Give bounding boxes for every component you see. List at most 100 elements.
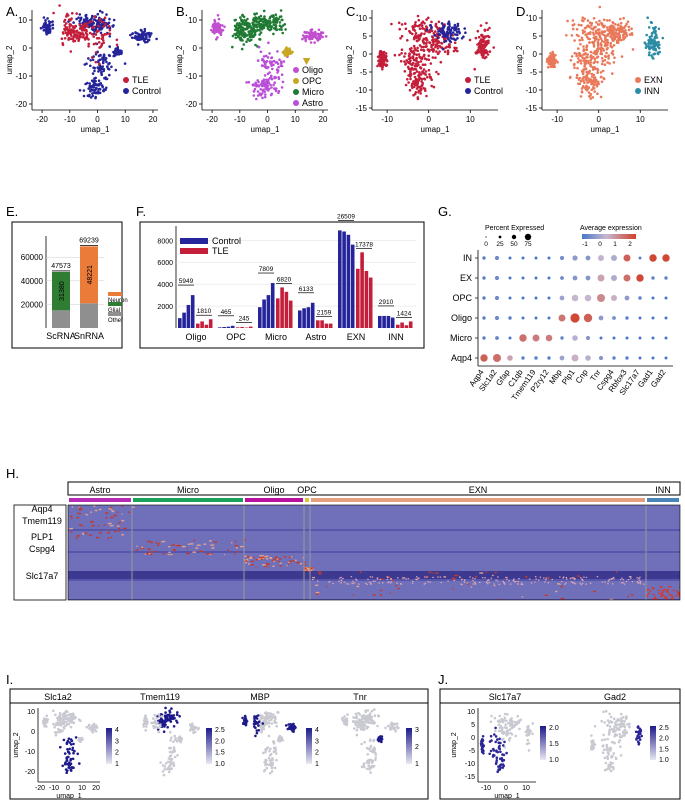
cell-point	[85, 29, 88, 33]
heatmap-cell-mid	[453, 579, 456, 582]
y-tick-label: 4000	[157, 282, 173, 289]
expression-dot	[584, 294, 592, 302]
heatmap-cell-high	[671, 596, 674, 598]
legend-marker	[293, 67, 299, 73]
cell-point	[414, 68, 418, 71]
cell-point	[498, 747, 501, 751]
cell-point	[650, 54, 653, 57]
legend-label: INN	[644, 86, 660, 96]
cell-point	[157, 713, 161, 716]
cell-point	[551, 50, 554, 54]
cell-point	[645, 45, 648, 48]
heatmap-cell-high	[248, 563, 251, 565]
cell-point	[397, 726, 400, 730]
cell-point	[63, 721, 66, 724]
expression-dot	[664, 276, 668, 280]
cell-point	[272, 27, 276, 30]
cell-point	[270, 25, 274, 29]
cell-point	[65, 771, 68, 774]
cell-point	[285, 46, 288, 49]
cell-point	[424, 38, 427, 41]
heatmap-row	[68, 545, 680, 547]
cell-point	[259, 24, 262, 28]
cell-point	[648, 36, 652, 40]
cell-point	[141, 35, 145, 38]
cell-point	[316, 39, 320, 42]
cell-point	[158, 723, 162, 727]
panel-f-frame	[139, 221, 425, 349]
cell-point	[108, 17, 111, 21]
heatmap-cell-mid	[571, 581, 574, 583]
y-tick-label: 10	[358, 14, 367, 23]
cell-point	[71, 38, 75, 41]
cell-point	[654, 48, 658, 52]
heatmap-cell-mid	[551, 578, 553, 581]
heatmap-cell-mid	[370, 582, 372, 584]
cell-point	[80, 738, 83, 741]
cell-point	[440, 42, 444, 45]
cell-point	[404, 83, 408, 87]
heatmap-cell-high	[261, 557, 265, 560]
heatmap-cell-high	[664, 595, 667, 598]
cell-point	[436, 40, 440, 44]
bar	[266, 295, 271, 328]
cell-point	[416, 96, 420, 99]
cell-point	[263, 84, 266, 88]
cell-point	[91, 84, 95, 88]
cell-point	[630, 27, 633, 31]
heatmap-cell-high	[272, 559, 276, 562]
bar	[404, 325, 409, 328]
legend-label: Glial	[108, 308, 120, 314]
cell-point	[83, 63, 87, 66]
cell-point	[575, 73, 579, 77]
cell-point	[104, 22, 107, 26]
heatmap-cell-high	[392, 580, 395, 582]
cell-point	[480, 43, 484, 47]
cell-point	[265, 766, 269, 770]
cell-point	[379, 739, 382, 742]
heatmap-cell-high	[141, 546, 144, 549]
cell-point	[481, 50, 484, 53]
cell-point	[273, 766, 277, 770]
cell-point	[247, 80, 251, 84]
heatmap-body	[68, 505, 680, 600]
cell-point	[613, 56, 616, 59]
color-scale-label: 1.0	[215, 761, 225, 768]
cell-point	[602, 748, 606, 752]
heatmap-cell-mid	[497, 576, 499, 578]
cell-point	[365, 746, 369, 750]
cell-point	[571, 27, 575, 31]
heatmap-cell-high	[110, 536, 112, 539]
heatmap-cell-high	[296, 562, 298, 564]
heatmap-cell-high	[121, 519, 125, 522]
cell-point	[63, 711, 67, 715]
cell-point	[260, 27, 264, 31]
cell-point	[483, 28, 487, 32]
cell-point	[379, 52, 382, 56]
cell-point	[88, 21, 91, 24]
cell-point	[417, 91, 420, 94]
cell-point	[102, 89, 105, 93]
cell-point	[381, 67, 384, 71]
cell-point	[493, 716, 497, 720]
color-legend-label: -1	[582, 241, 588, 248]
heatmap-cell-high	[308, 568, 313, 570]
cell-point	[510, 733, 514, 736]
expression-dot	[534, 316, 538, 320]
cell-point	[606, 34, 610, 37]
cell-point	[514, 734, 517, 738]
cell-point	[619, 17, 622, 21]
heatmap-cell-high	[318, 571, 322, 573]
heatmap-cell-high	[76, 517, 80, 519]
cell-point	[582, 45, 585, 48]
cell-point	[91, 730, 95, 734]
cell-point	[89, 59, 92, 62]
bar	[240, 327, 244, 328]
cell-point	[621, 730, 625, 733]
cell-point	[592, 87, 595, 90]
cell-point	[65, 720, 68, 724]
cell-point	[589, 64, 592, 68]
heatmap-cell-high	[178, 544, 182, 547]
heatmap-cell-high	[107, 522, 112, 525]
legend-label: Control	[212, 236, 241, 246]
